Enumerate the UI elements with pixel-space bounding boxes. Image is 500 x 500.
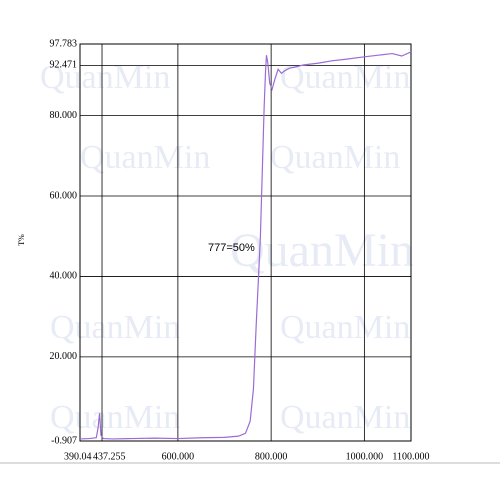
watermark: QuanMin — [230, 224, 414, 277]
annotation: 777=50% — [208, 242, 255, 254]
y-tick-label: 40.000 — [50, 271, 78, 282]
x-tick-label: 600.000 — [162, 451, 195, 462]
watermark: QuanMin — [280, 59, 410, 96]
y-axis-label: T% — [17, 234, 26, 246]
x-tick-label: 1000.000 — [346, 451, 384, 462]
y-tick-label: -0.907 — [51, 435, 77, 446]
y-tick-label: 20.000 — [50, 351, 78, 362]
watermark: QuanMin — [80, 139, 210, 176]
watermark: QuanMin — [50, 399, 180, 436]
spectrum-line — [79, 51, 412, 440]
y-tick-label: 97.783 — [50, 38, 78, 49]
x-tick-label: 390.04 — [64, 451, 92, 462]
y-tick-label: 80.000 — [50, 110, 78, 121]
x-tick-label: 800.000 — [255, 451, 288, 462]
watermark: QuanMin — [40, 59, 170, 96]
y-tick-label: 92.471 — [50, 60, 78, 71]
watermark: QuanMin — [280, 399, 410, 436]
x-tick-label: 437.255 — [93, 451, 126, 462]
watermark: QuanMin — [280, 309, 410, 346]
watermark: QuanMin — [50, 309, 180, 346]
watermark: QuanMin — [270, 139, 400, 176]
x-tick-label: 1100.000 — [392, 451, 429, 462]
y-tick-label: 60.000 — [50, 190, 78, 201]
